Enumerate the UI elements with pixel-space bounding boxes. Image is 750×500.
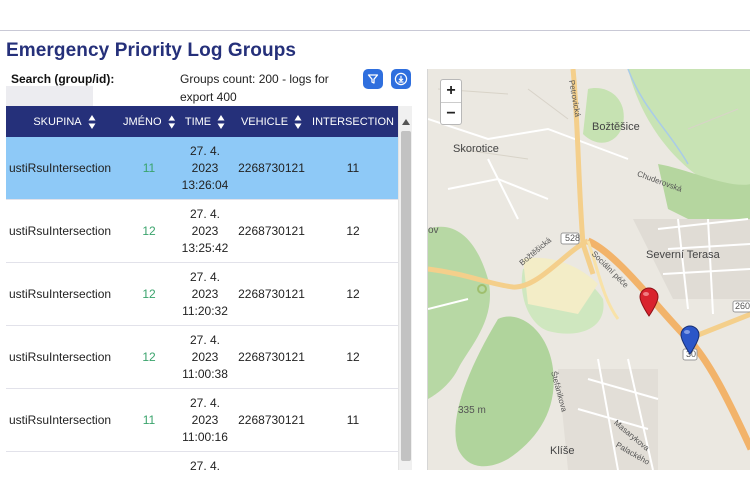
column-header-vehicle[interactable]: VEHICLE (235, 106, 308, 137)
cell-time: 27. 4. (189, 459, 221, 470)
map-tiles (428, 69, 750, 470)
top-bar (0, 0, 750, 31)
cell-vehicle: 2268730121 (238, 224, 305, 238)
table-header: SKUPINA JMÉNO TIME VEHICLE INTERSECTION (6, 106, 398, 137)
search-input[interactable] (6, 86, 93, 106)
map-label-boztesice: Božtěšice (592, 121, 640, 133)
map-zoom-control: + − (440, 79, 462, 125)
cell-vehicle: 2268730121 (238, 413, 305, 427)
cell-group: ustiRsuIntersection (9, 161, 112, 175)
sort-icon (217, 114, 225, 129)
column-header-intersection[interactable]: INTERSECTION (312, 115, 394, 128)
cell-group: ustiRsuIntersection (9, 413, 112, 427)
cell-time: 27. 4. 2023 11:00:38 (182, 332, 228, 381)
scroll-thumb[interactable] (401, 131, 411, 461)
search-label: Search (group/id): (11, 72, 115, 86)
map-label-klise: Klíše (550, 445, 575, 457)
cell-time: 27. 4. 2023 11:00:16 (182, 395, 228, 444)
table-row[interactable]: ustiRsuIntersection 12 27. 4. 2023 11:20:3… (6, 263, 398, 326)
cell-group: ustiRsuIntersection (9, 350, 112, 364)
cell-time: 27. 4. 2023 13:25:42 (181, 206, 229, 255)
page-title: Emergency Priority Log Groups (6, 40, 297, 61)
cell-name: 11 (142, 161, 156, 175)
cell-name: 11 (142, 413, 156, 427)
cell-name: 12 (142, 224, 156, 238)
map-label-skorotice: Skorotice (453, 143, 499, 155)
zoom-out-button[interactable]: − (441, 102, 461, 124)
cell-vehicle (235, 452, 308, 470)
table-row[interactable]: ustiRsuIntersection 12 27. 4. 2023 11:00:3… (6, 326, 398, 389)
filter-icon (367, 74, 379, 84)
scroll-up-arrow-icon[interactable] (402, 119, 410, 125)
map-label-severni-terasa: Severní Terasa (646, 249, 720, 261)
map-label-elevation: 335 m (458, 405, 486, 416)
table-row[interactable]: ustiRsuIntersection 11 27. 4. 2023 13:26:0… (6, 137, 398, 200)
column-header-group[interactable]: SKUPINA (6, 106, 123, 137)
map-marker-blue-icon[interactable] (680, 325, 700, 355)
cell-intersection: 11 (346, 161, 360, 175)
cell-intersection: 12 (346, 224, 360, 238)
cell-intersection: 12 (346, 350, 360, 364)
map-marker-red-icon[interactable] (639, 287, 659, 317)
cell-vehicle: 2268730121 (238, 287, 305, 301)
table-row[interactable]: ustiRsuIntersection 12 27. 4. 2023 13:25:4… (6, 200, 398, 263)
table-scrollbar[interactable] (398, 106, 412, 470)
cell-intersection: 12 (346, 287, 360, 301)
cell-time: 27. 4. 2023 11:20:32 (182, 269, 228, 318)
cell-time: 27. 4. 2023 13:26:04 (181, 143, 229, 192)
cell-vehicle: 2268730121 (238, 161, 305, 175)
sort-icon (294, 114, 302, 129)
column-header-name[interactable]: JMÉNO (123, 106, 175, 137)
sort-icon (167, 114, 175, 129)
cell-intersection: 11 (346, 413, 360, 427)
column-header-time[interactable]: TIME (175, 106, 235, 137)
table-body: ustiRsuIntersection 11 27. 4. 2023 13:26:0… (6, 137, 398, 470)
map-label-ov: ov (428, 225, 439, 236)
cell-group (6, 452, 123, 470)
cell-intersection (308, 452, 398, 470)
export-button[interactable] (391, 69, 411, 89)
map-road-30-label: 30 (686, 349, 697, 359)
cell-name: 12 (142, 350, 156, 364)
table-row[interactable]: 27. 4. (6, 452, 398, 470)
map-road-2603-label: 2603 (735, 301, 750, 311)
table-row[interactable]: ustiRsuIntersection 11 27. 4. 2023 11:00:1… (6, 389, 398, 452)
cell-name: 12 (142, 287, 156, 301)
download-icon (394, 72, 408, 86)
cell-group: ustiRsuIntersection (9, 224, 112, 238)
filter-button[interactable] (363, 69, 383, 89)
map-road-528-label: 528 (565, 233, 581, 243)
groups-count-text: Groups count: 200 - logs for export 400 (180, 72, 329, 104)
sort-icon (88, 114, 96, 129)
zoom-in-button[interactable]: + (446, 82, 456, 99)
cell-group: ustiRsuIntersection (9, 287, 112, 301)
cell-name (123, 452, 175, 470)
log-groups-table: SKUPINA JMÉNO TIME VEHICLE INTERSECTION … (6, 106, 412, 470)
map-view[interactable]: 528 30 2603 Božtěšice Skorotice Severní … (427, 69, 750, 470)
cell-vehicle: 2268730121 (238, 350, 305, 364)
